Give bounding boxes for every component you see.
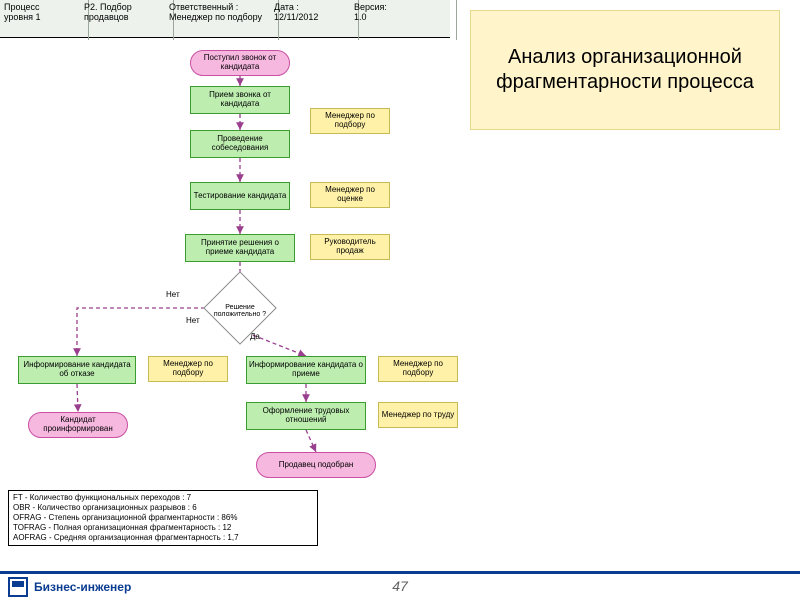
node-interview: Проведение собеседования [190,130,290,158]
node-decide: Принятие решения о приеме кандидата [185,234,295,262]
metric-line: OBR - Количество организационных разрыво… [13,503,313,513]
node-call: Прием звонка от кандидата [190,86,290,114]
node-end2: Продавец подобран [256,452,376,478]
node-test: Тестирование кандидата [190,182,290,210]
node-infYes: Информирование кандидата о приеме [246,356,366,384]
flow-arrows [0,0,450,560]
node-mgr6: Менеджер по труду [378,402,458,428]
decision-dia: Решение положительно ? [205,286,275,330]
node-infNo: Информирование кандидата об отказе [18,356,136,384]
metrics-box: FT - Количество функциональных переходов… [8,490,318,546]
label-no: Нет [166,290,180,299]
slide-title: Анализ организационной фрагментарности п… [470,10,780,130]
node-mgr3: Руководитель продаж [310,234,390,260]
node-hr: Оформление трудовых отношений [246,402,366,430]
header-cell: Дата :12/11/2012 [270,0,359,40]
metric-line: TOFRAG - Полная организационная фрагмент… [13,523,313,533]
node-end1: Кандидат проинформирован [28,412,128,438]
label-yes: Да [250,332,260,341]
header-cell: Р2. Подборпродавцов [80,0,174,40]
node-mgr2: Менеджер по оценке [310,182,390,208]
process-header: Процессуровня 1Р2. ПодборпродавцовОтветс… [0,0,450,38]
footer-bar: Бизнес-инженер [0,571,800,600]
header-cell: Версия:1.0 [350,0,457,40]
metric-line: AOFRAG - Средняя организационная фрагмен… [13,533,313,543]
logo-icon [8,577,28,597]
node-mgr1: Менеджер по подбору [310,108,390,134]
node-mgr4: Менеджер по подбору [148,356,228,382]
label-no-side: Нет [186,316,200,325]
metric-line: FT - Количество функциональных переходов… [13,493,313,503]
brand-label: Бизнес-инженер [34,580,131,594]
node-start: Поступил звонок от кандидата [190,50,290,76]
header-cell: Процессуровня 1 [0,0,89,40]
metric-line: OFRAG - Степень организационной фрагмент… [13,513,313,523]
header-cell: Ответственный :Менеджер по подбору [165,0,279,40]
node-mgr5: Менеджер по подбору [378,356,458,382]
